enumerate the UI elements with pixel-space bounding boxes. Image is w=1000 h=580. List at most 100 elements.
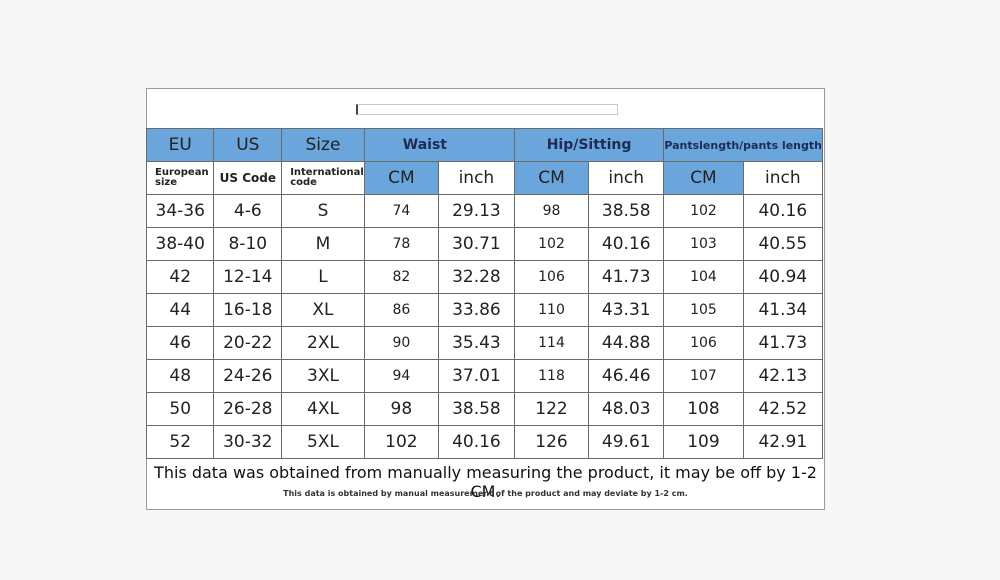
cell: 82 <box>363 260 439 294</box>
cell: EU <box>145 128 215 162</box>
cell: 46 <box>145 326 215 360</box>
cell: US Code <box>213 161 283 195</box>
cell: inch <box>742 161 824 195</box>
cell: CM <box>663 161 744 195</box>
cell: 32.28 <box>437 260 515 294</box>
data-row: 48 24-26 3XL 94 37.01 118 46.46 107 42.13 <box>145 359 824 393</box>
cell: 40.16 <box>588 227 665 261</box>
cell: inch <box>588 161 665 195</box>
cell: 43.31 <box>588 293 665 327</box>
cell: 108 <box>663 392 744 426</box>
cell: inch <box>437 161 515 195</box>
header-row: EU US Size Waist Hip/Sitting Pantslength/pant… <box>145 128 823 162</box>
cell: 40.94 <box>742 260 824 294</box>
cell: 104 <box>663 260 744 294</box>
data-row: 42 12-14 L 82 32.28 106 41.73 104 40.94 <box>145 260 824 294</box>
cell: 110 <box>513 293 590 327</box>
cell: S <box>281 194 365 228</box>
cell: International code <box>281 161 365 195</box>
cell: 3XL <box>281 359 365 393</box>
footnote: This data was obtained from manually mea… <box>154 463 817 501</box>
cell: 78 <box>363 227 439 261</box>
cell: 118 <box>513 359 590 393</box>
cell: 40.16 <box>437 425 515 459</box>
cell: 74 <box>363 194 439 228</box>
cell: 46.46 <box>588 359 665 393</box>
size-table: EU US Size Waist Hip/Sitting Pantslength/pant… <box>145 128 824 459</box>
cell: 102 <box>513 227 590 261</box>
title-box <box>356 104 618 115</box>
cell: 109 <box>663 425 744 459</box>
subheader-row: European size US Code International code CM… <box>145 161 824 195</box>
cell: 106 <box>513 260 590 294</box>
data-row: 46 20-22 2XL 90 35.43 114 44.88 106 41.73 <box>145 326 824 360</box>
cell: 98 <box>513 194 590 228</box>
cell: European size <box>145 161 215 195</box>
cell: 122 <box>513 392 590 426</box>
cell: 42 <box>145 260 215 294</box>
cell: L <box>281 260 365 294</box>
cell: 41.73 <box>742 326 824 360</box>
data-row: 38-40 8-10 M 78 30.71 102 40.16 103 40.55 <box>145 227 824 261</box>
cell: 40.55 <box>742 227 824 261</box>
cell: 50 <box>145 392 215 426</box>
cell: 90 <box>363 326 439 360</box>
cell: 38-40 <box>145 227 215 261</box>
cell: 35.43 <box>437 326 515 360</box>
cell: XL <box>281 293 365 327</box>
data-row: 52 30-32 5XL 102 40.16 126 49.61 109 42.91 <box>145 425 824 459</box>
cell: 2XL <box>281 326 365 360</box>
cell: 41.34 <box>742 293 824 327</box>
cell: 38.58 <box>588 194 665 228</box>
cell: 20-22 <box>213 326 283 360</box>
cell: CM <box>363 161 439 195</box>
cell: 40.16 <box>742 194 824 228</box>
cell: 44 <box>145 293 215 327</box>
cell: 102 <box>363 425 439 459</box>
cell: 107 <box>663 359 744 393</box>
cell: 16-18 <box>213 293 283 327</box>
cell: 30.71 <box>437 227 515 261</box>
cell: 86 <box>363 293 439 327</box>
cell: 5XL <box>281 425 365 459</box>
cell: 106 <box>663 326 744 360</box>
cell: 49.61 <box>588 425 665 459</box>
cell: 114 <box>513 326 590 360</box>
cell: Size <box>281 128 365 162</box>
cell: 8-10 <box>213 227 283 261</box>
cell: 38.58 <box>437 392 515 426</box>
cell: 33.86 <box>437 293 515 327</box>
cell: Hip/Sitting <box>513 128 665 162</box>
cell: 52 <box>145 425 215 459</box>
footnote-small: This data is obtained by manual measurem… <box>283 489 688 498</box>
data-row: 34-36 4-6 S 74 29.13 98 38.58 102 40.16 <box>145 194 824 228</box>
cell: 103 <box>663 227 744 261</box>
cell: 94 <box>363 359 439 393</box>
cell: 34-36 <box>145 194 215 228</box>
cell: 48.03 <box>588 392 665 426</box>
cell: US <box>213 128 283 162</box>
cell: 42.13 <box>742 359 824 393</box>
cell: 44.88 <box>588 326 665 360</box>
cell: 42.91 <box>742 425 824 459</box>
cell: CM <box>513 161 590 195</box>
cell: 24-26 <box>213 359 283 393</box>
data-row: 44 16-18 XL 86 33.86 110 43.31 105 41.34 <box>145 293 824 327</box>
cell: 4XL <box>281 392 365 426</box>
cell: 26-28 <box>213 392 283 426</box>
cell: 41.73 <box>588 260 665 294</box>
cell: 37.01 <box>437 359 515 393</box>
data-row: 50 26-28 4XL 98 38.58 122 48.03 108 42.52 <box>145 392 824 426</box>
cell: 98 <box>363 392 439 426</box>
cell: Pantslength/pants length <box>663 128 823 162</box>
cell: 102 <box>663 194 744 228</box>
cell: 30-32 <box>213 425 283 459</box>
cell: 12-14 <box>213 260 283 294</box>
cell: 105 <box>663 293 744 327</box>
cell: M <box>281 227 365 261</box>
cell: 48 <box>145 359 215 393</box>
cell: 29.13 <box>437 194 515 228</box>
cell: Waist <box>363 128 515 162</box>
cell: 4-6 <box>213 194 283 228</box>
